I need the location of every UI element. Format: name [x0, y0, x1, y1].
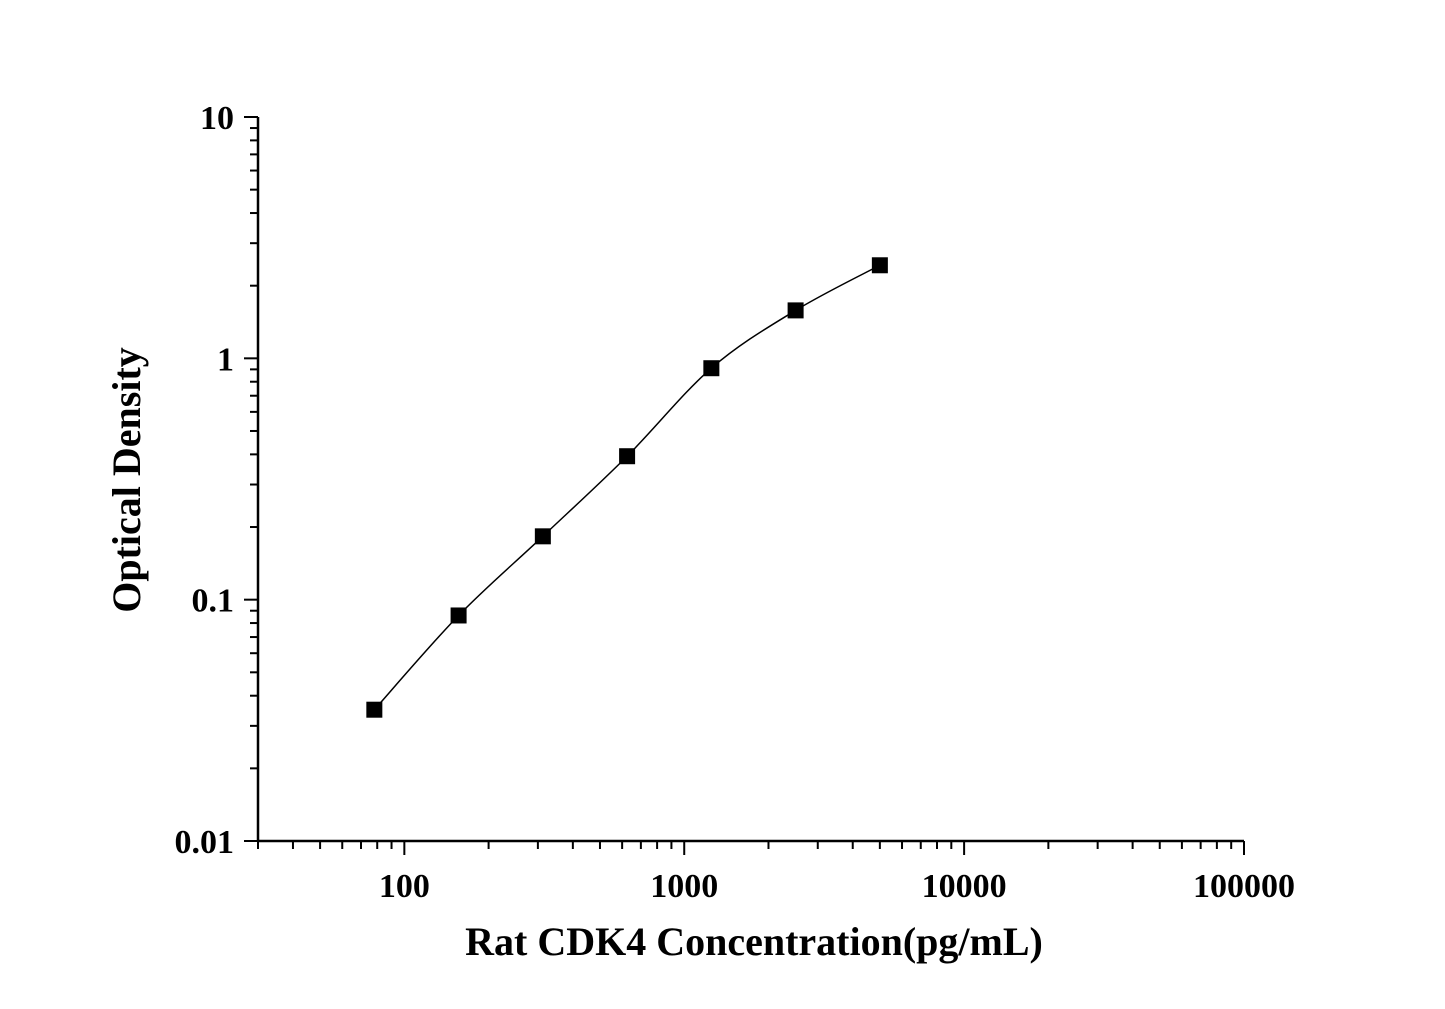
y-tick-label: 1 — [217, 341, 234, 378]
axes — [256, 117, 1244, 843]
series-line — [373, 264, 881, 711]
x-tick-label: 10000 — [922, 868, 1007, 905]
data-point — [366, 701, 383, 718]
data-point — [450, 607, 467, 624]
plot-area — [366, 257, 888, 718]
data-point — [619, 448, 636, 465]
x-tick-label: 1000 — [650, 868, 718, 905]
x-tick-label: 100 — [379, 868, 430, 905]
data-point — [703, 360, 720, 377]
y-axis-title: Optical Density — [104, 347, 149, 613]
y-tick-label: 0.01 — [175, 824, 235, 861]
data-point — [787, 302, 804, 319]
x-axis-title: Rat CDK4 Concentration(pg/mL) — [465, 919, 1043, 964]
x-tick-label: 100000 — [1193, 868, 1295, 905]
data-point — [534, 528, 551, 545]
tick-labels: 100 1000 10000 100000 0.01 0.1 1 10 — [175, 100, 1296, 905]
y-tick-label: 0.1 — [192, 583, 235, 620]
data-point — [871, 257, 888, 274]
ticks — [244, 116, 1245, 855]
y-tick-label: 10 — [200, 100, 234, 137]
